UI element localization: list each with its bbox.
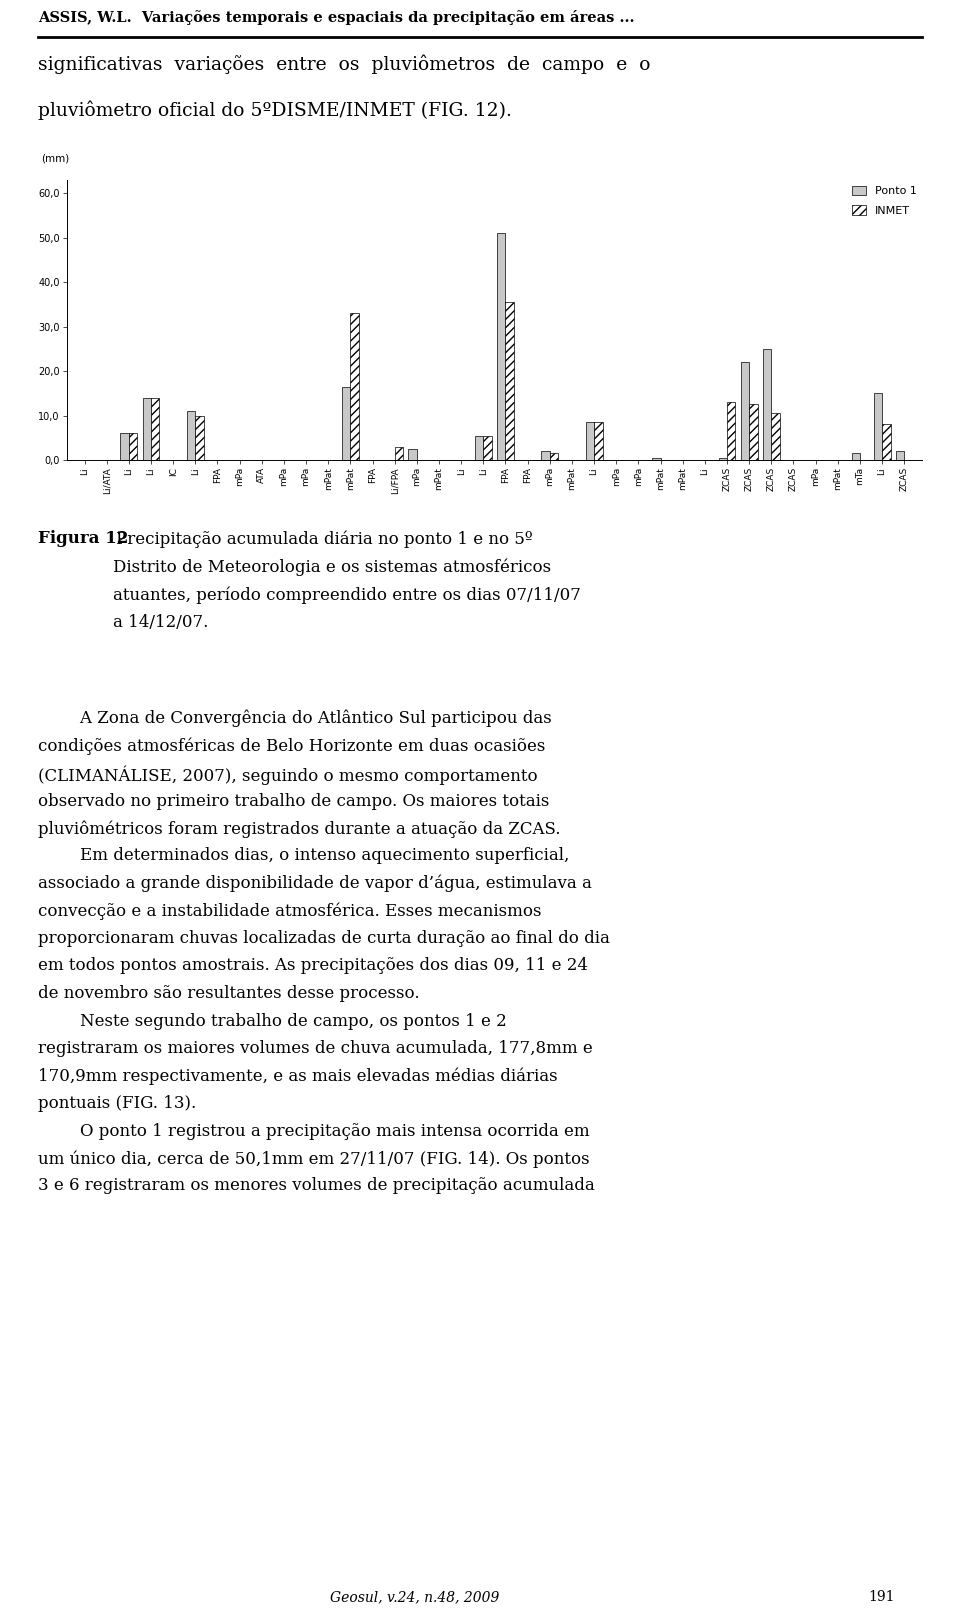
Text: em todos pontos amostrais. As precipitações dos dias 09, 11 e 24: em todos pontos amostrais. As precipitaç… (38, 958, 588, 974)
Bar (120, 434, 129, 460)
Text: de novembro são resultantes desse processo.: de novembro são resultantes desse proces… (38, 985, 420, 1002)
Bar (187, 411, 195, 460)
Text: observado no primeiro trabalho de campo. Os maiores totais: observado no primeiro trabalho de campo.… (38, 793, 549, 809)
Bar (741, 362, 749, 460)
Bar (749, 404, 757, 460)
Bar (586, 422, 594, 460)
Text: convecção e a instabilidade atmosférica. Esses mecanismos: convecção e a instabilidade atmosférica.… (38, 903, 541, 921)
Text: Distrito de Meteorologia e os sistemas atmosféricos: Distrito de Meteorologia e os sistemas a… (113, 558, 551, 576)
Text: A Zona de Convergência do Atlântico Sul participou das: A Zona de Convergência do Atlântico Sul … (38, 710, 552, 728)
Text: Neste segundo trabalho de campo, os pontos 1 e 2: Neste segundo trabalho de campo, os pont… (38, 1013, 507, 1029)
Text: condições atmosféricas de Belo Horizonte em duas ocasiões: condições atmosféricas de Belo Horizonte… (38, 738, 545, 756)
Bar (350, 314, 359, 460)
Text: pontuais (FIG. 13).: pontuais (FIG. 13). (38, 1095, 196, 1112)
Text: Figura 12: Figura 12 (38, 531, 129, 547)
Bar (342, 387, 350, 460)
Bar (594, 422, 603, 460)
Text: (CLIMANÁLISE, 2007), seguindo o mesmo comportamento: (CLIMANÁLISE, 2007), seguindo o mesmo co… (38, 765, 538, 785)
Text: proporcionaram chuvas localizadas de curta duração ao final do dia: proporcionaram chuvas localizadas de cur… (38, 930, 610, 947)
Bar (896, 451, 904, 460)
Bar (195, 416, 204, 460)
Bar (541, 451, 550, 460)
Bar (727, 403, 735, 460)
Text: significativas  variações  entre  os  pluviômetros  de  campo  e  o: significativas variações entre os pluviô… (38, 55, 651, 74)
Text: 191: 191 (869, 1590, 895, 1603)
Text: pluviômétricos foram registrados durante a atuação da ZCAS.: pluviômétricos foram registrados durante… (38, 820, 561, 838)
Bar (763, 349, 771, 460)
Bar (719, 458, 727, 460)
Bar (129, 434, 137, 460)
Text: Geosul, v.24, n.48, 2009: Geosul, v.24, n.48, 2009 (330, 1590, 499, 1603)
Bar (151, 398, 159, 460)
Bar (497, 233, 506, 460)
Text: um único dia, cerca de 50,1mm em 27/11/07 (FIG. 14). Os pontos: um único dia, cerca de 50,1mm em 27/11/0… (38, 1150, 589, 1168)
Text: a 14/12/07.: a 14/12/07. (113, 613, 208, 631)
Legend: Ponto 1, INMET: Ponto 1, INMET (852, 186, 917, 215)
Text: 170,9mm respectivamente, e as mais elevadas médias diárias: 170,9mm respectivamente, e as mais eleva… (38, 1068, 558, 1086)
Bar (550, 453, 558, 460)
Bar (475, 435, 483, 460)
Bar (882, 424, 891, 460)
Text: O ponto 1 registrou a precipitação mais intensa ocorrida em: O ponto 1 registrou a precipitação mais … (38, 1123, 589, 1139)
Text: ASSIS, W.L.  Variações temporais e espaciais da precipitação em áreas ...: ASSIS, W.L. Variações temporais e espaci… (38, 10, 635, 24)
Bar (483, 435, 492, 460)
Text: atuantes, período compreendido entre os dias 07/11/07: atuantes, período compreendido entre os … (113, 586, 581, 604)
Text: registraram os maiores volumes de chuva acumulada, 177,8mm e: registraram os maiores volumes de chuva … (38, 1040, 592, 1057)
Bar (143, 398, 151, 460)
Bar (408, 448, 417, 460)
Bar (506, 303, 514, 460)
Bar (395, 447, 403, 460)
Bar (652, 458, 660, 460)
Text: 3 e 6 registraram os menores volumes de precipitação acumulada: 3 e 6 registraram os menores volumes de … (38, 1178, 595, 1194)
Bar (771, 413, 780, 460)
Text: Precipitação acumulada diária no ponto 1 e no 5º: Precipitação acumulada diária no ponto 1… (116, 531, 533, 547)
Text: pluviômetro oficial do 5ºDISME/INMET (FIG. 12).: pluviômetro oficial do 5ºDISME/INMET (FI… (38, 100, 512, 120)
Text: associado a grande disponibilidade de vapor d’água, estimulava a: associado a grande disponibilidade de va… (38, 875, 592, 893)
Bar (874, 393, 882, 460)
Text: (mm): (mm) (41, 154, 69, 163)
Bar (852, 453, 860, 460)
Text: Em determinados dias, o intenso aquecimento superficial,: Em determinados dias, o intenso aquecime… (38, 848, 569, 864)
